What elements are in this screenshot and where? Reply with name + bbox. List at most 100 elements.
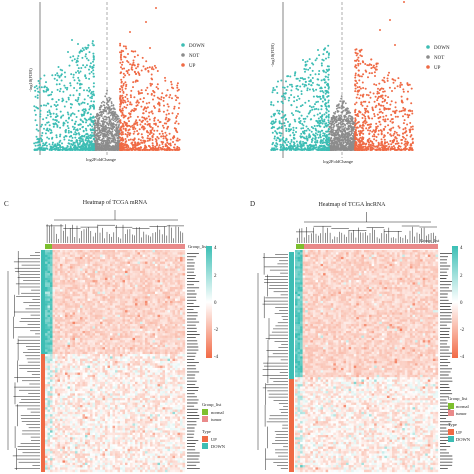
volcano-point	[298, 97, 301, 100]
volcano-point	[153, 105, 155, 108]
volcano-point	[162, 126, 165, 129]
volcano-point	[120, 49, 123, 52]
volcano-point	[51, 98, 54, 101]
volcano-point	[55, 108, 58, 111]
volcano-point	[107, 104, 110, 106]
volcano-point	[81, 145, 84, 148]
volcano-point	[325, 130, 328, 133]
volcano-point	[78, 79, 80, 82]
volcano-point	[90, 120, 93, 123]
volcano-point	[113, 113, 116, 115]
heatmap-cell	[55, 254, 58, 258]
volcano-point	[295, 127, 298, 129]
volcano-point	[119, 105, 122, 108]
volcano-point	[382, 144, 385, 147]
volcano-point	[317, 149, 320, 151]
volcano-point	[378, 108, 381, 111]
volcano-point	[387, 124, 390, 127]
volcano-point	[119, 109, 121, 112]
volcano-point	[119, 61, 122, 64]
volcano-point	[167, 119, 170, 122]
volcano-point	[371, 135, 374, 138]
volcano-point	[356, 93, 359, 96]
volcano-point	[158, 144, 161, 147]
volcano-point	[311, 137, 314, 140]
volcano-point	[73, 123, 76, 126]
volcano-point	[355, 126, 358, 129]
volcano-point	[340, 147, 343, 150]
volcano-point	[397, 142, 400, 145]
volcano-point	[100, 144, 103, 147]
volcano-point	[141, 136, 144, 139]
volcano-point	[330, 122, 333, 125]
legend-not-swatch	[426, 55, 430, 59]
volcano-point	[311, 148, 314, 151]
volcano-point	[286, 75, 289, 78]
volcano-point	[128, 132, 131, 135]
volcano-point	[277, 80, 279, 83]
volcano-point	[327, 113, 330, 116]
volcano-point	[351, 142, 354, 145]
volcano-point	[133, 137, 136, 140]
volcano-point	[311, 145, 314, 148]
heatmap-cell	[115, 252, 118, 255]
volcano-point	[113, 115, 115, 117]
volcano-point	[325, 107, 328, 110]
volcano-point	[135, 72, 138, 75]
volcano-point	[357, 69, 360, 72]
volcano-point	[124, 140, 127, 143]
volcano-point	[73, 113, 76, 116]
volcano-point	[339, 106, 341, 109]
volcano-point	[384, 125, 387, 128]
volcano-point	[176, 96, 178, 99]
volcano-point	[67, 98, 70, 101]
heatmap-cell	[80, 252, 83, 255]
volcano-point	[284, 147, 287, 150]
volcano-point	[367, 129, 369, 132]
volcano-point	[402, 148, 405, 151]
volcano-point	[114, 138, 117, 141]
volcano-point	[365, 70, 368, 73]
volcano-point	[175, 99, 178, 102]
volcano-point	[65, 119, 68, 122]
volcano-point	[323, 120, 326, 123]
volcano-point	[321, 122, 324, 125]
volcano-point	[136, 115, 139, 118]
volcano-point	[377, 87, 379, 90]
volcano-point	[163, 104, 165, 107]
volcano-point	[314, 103, 316, 106]
heatmap-cell	[95, 250, 98, 253]
volcano-point	[156, 148, 159, 151]
volcano-point	[389, 140, 392, 142]
volcano-point	[127, 139, 130, 141]
volcano-point	[98, 148, 101, 151]
volcano-point	[147, 134, 149, 137]
volcano-point	[61, 142, 63, 145]
volcano-point	[103, 133, 106, 136]
volcano-point	[404, 140, 407, 143]
volcano-point	[139, 146, 142, 149]
volcano-point	[112, 135, 115, 137]
heatmap-cell	[85, 254, 88, 258]
volcano-point	[96, 135, 98, 137]
volcano-point	[299, 85, 302, 88]
heatmap-cell	[125, 252, 128, 255]
volcano-point	[111, 118, 113, 121]
volcano-point	[48, 137, 50, 140]
volcano-point	[367, 94, 370, 97]
volcano-point	[299, 105, 302, 108]
heatmap-cell	[72, 252, 76, 255]
volcano-point	[121, 107, 124, 110]
volcano-point	[145, 149, 148, 151]
volcano-point	[302, 59, 304, 61]
volcano-point	[105, 140, 108, 142]
volcano-point	[89, 62, 92, 65]
volcano-point	[359, 87, 362, 90]
volcano-point	[372, 142, 375, 145]
volcano-point	[55, 113, 58, 116]
volcano-point	[310, 130, 313, 133]
volcano-point	[365, 107, 368, 110]
volcano-point	[59, 87, 62, 90]
volcano-point	[129, 112, 132, 115]
volcano-point	[79, 49, 82, 52]
